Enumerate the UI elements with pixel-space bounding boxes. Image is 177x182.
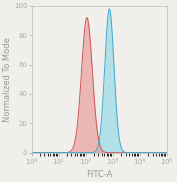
X-axis label: FITC-A: FITC-A — [86, 169, 112, 179]
Y-axis label: Normalized To Mode: Normalized To Mode — [4, 37, 12, 122]
